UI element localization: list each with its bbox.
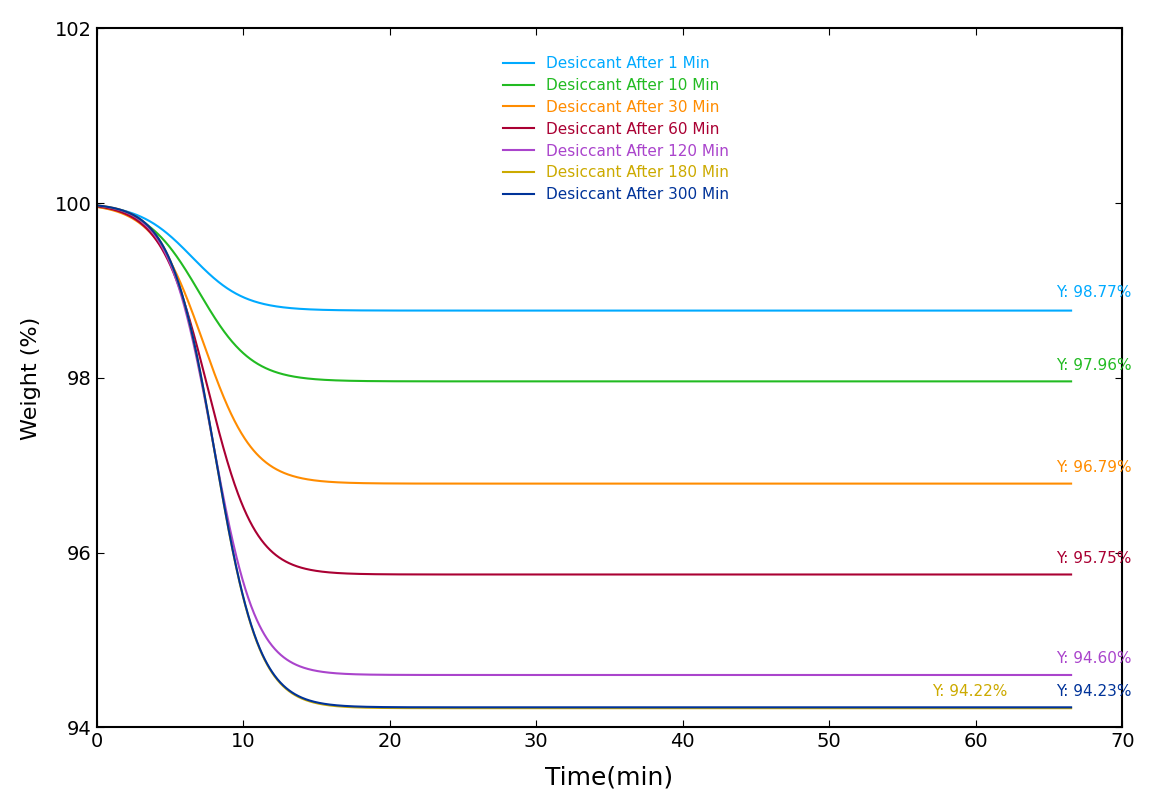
Desiccant After 180 Min	[964, 703, 978, 713]
Desiccant After 30 Min	[89, 202, 103, 211]
Desiccant After 60 Min	[563, 569, 577, 579]
Desiccant After 60 Min	[1037, 569, 1051, 579]
Desiccant After 180 Min	[538, 703, 551, 713]
Desiccant After 1 Min	[1036, 305, 1050, 315]
Text: Y: 94.22%: Y: 94.22%	[932, 684, 1008, 700]
Line: Desiccant After 300 Min: Desiccant After 300 Min	[96, 206, 1072, 707]
Desiccant After 10 Min	[563, 377, 577, 386]
Desiccant After 120 Min	[89, 201, 103, 211]
Desiccant After 180 Min	[1036, 703, 1050, 713]
Desiccant After 180 Min	[1065, 703, 1079, 713]
Desiccant After 60 Min	[998, 569, 1012, 579]
Desiccant After 30 Min	[538, 479, 551, 488]
Desiccant After 180 Min	[139, 220, 153, 229]
Text: Y: 94.60%: Y: 94.60%	[1057, 651, 1132, 667]
Desiccant After 300 Min	[964, 702, 978, 712]
Y-axis label: Weight (%): Weight (%)	[21, 316, 41, 440]
Desiccant After 10 Min	[1036, 377, 1050, 386]
Line: Desiccant After 10 Min: Desiccant After 10 Min	[96, 207, 1072, 382]
Desiccant After 60 Min	[1065, 569, 1079, 579]
Desiccant After 300 Min	[857, 702, 871, 712]
Line: Desiccant After 180 Min: Desiccant After 180 Min	[96, 206, 1072, 708]
Desiccant After 10 Min	[1036, 377, 1050, 386]
Desiccant After 120 Min	[139, 220, 153, 230]
Desiccant After 180 Min	[857, 703, 871, 713]
Desiccant After 60 Min	[538, 569, 551, 579]
Desiccant After 60 Min	[89, 202, 103, 211]
Desiccant After 120 Min	[1065, 670, 1079, 680]
Desiccant After 180 Min	[563, 703, 577, 713]
Desiccant After 60 Min	[139, 224, 153, 233]
Legend: Desiccant After 1 Min, Desiccant After 10 Min, Desiccant After 30 Min, Desiccant: Desiccant After 1 Min, Desiccant After 1…	[497, 50, 735, 208]
Desiccant After 1 Min	[538, 305, 551, 315]
Desiccant After 180 Min	[1037, 703, 1051, 713]
Desiccant After 300 Min	[563, 702, 577, 712]
Desiccant After 60 Min	[1036, 569, 1050, 579]
Text: Y: 98.77%: Y: 98.77%	[1057, 285, 1132, 300]
Line: Desiccant After 120 Min: Desiccant After 120 Min	[96, 206, 1072, 675]
Desiccant After 300 Min	[139, 220, 153, 229]
Desiccant After 120 Min	[857, 670, 871, 680]
Desiccant After 120 Min	[1037, 670, 1051, 680]
Desiccant After 300 Min	[1065, 702, 1079, 712]
Line: Desiccant After 1 Min: Desiccant After 1 Min	[96, 206, 1072, 310]
Line: Desiccant After 30 Min: Desiccant After 30 Min	[96, 207, 1072, 484]
Desiccant After 120 Min	[563, 670, 577, 680]
Desiccant After 10 Min	[538, 377, 551, 386]
X-axis label: Time(min): Time(min)	[546, 765, 673, 789]
Text: Y: 96.79%: Y: 96.79%	[1057, 460, 1132, 475]
Desiccant After 30 Min	[1037, 479, 1051, 488]
Desiccant After 1 Min	[1050, 305, 1063, 315]
Desiccant After 300 Min	[89, 201, 103, 211]
Desiccant After 1 Min	[857, 305, 871, 315]
Desiccant After 1 Min	[139, 215, 153, 224]
Desiccant After 10 Min	[1041, 377, 1055, 386]
Desiccant After 60 Min	[857, 569, 871, 579]
Text: Y: 94.23%: Y: 94.23%	[1057, 684, 1132, 698]
Desiccant After 120 Min	[538, 670, 551, 680]
Desiccant After 120 Min	[959, 670, 973, 680]
Desiccant After 30 Min	[857, 479, 871, 488]
Desiccant After 1 Min	[1036, 305, 1050, 315]
Text: Y: 95.75%: Y: 95.75%	[1057, 551, 1132, 565]
Desiccant After 1 Min	[563, 305, 577, 315]
Desiccant After 1 Min	[1065, 305, 1079, 315]
Desiccant After 10 Min	[857, 377, 871, 386]
Desiccant After 300 Min	[538, 702, 551, 712]
Desiccant After 1 Min	[89, 201, 103, 211]
Desiccant After 10 Min	[1065, 377, 1079, 386]
Text: Y: 97.96%: Y: 97.96%	[1057, 358, 1132, 373]
Desiccant After 30 Min	[1036, 479, 1050, 488]
Desiccant After 300 Min	[1036, 702, 1050, 712]
Desiccant After 30 Min	[1036, 479, 1050, 488]
Line: Desiccant After 60 Min: Desiccant After 60 Min	[96, 207, 1072, 574]
Desiccant After 30 Min	[1065, 479, 1079, 488]
Desiccant After 10 Min	[139, 220, 153, 229]
Desiccant After 300 Min	[1037, 702, 1051, 712]
Desiccant After 10 Min	[89, 202, 103, 211]
Desiccant After 30 Min	[563, 479, 577, 488]
Desiccant After 30 Min	[139, 224, 153, 233]
Desiccant After 120 Min	[1036, 670, 1050, 680]
Desiccant After 180 Min	[89, 201, 103, 211]
